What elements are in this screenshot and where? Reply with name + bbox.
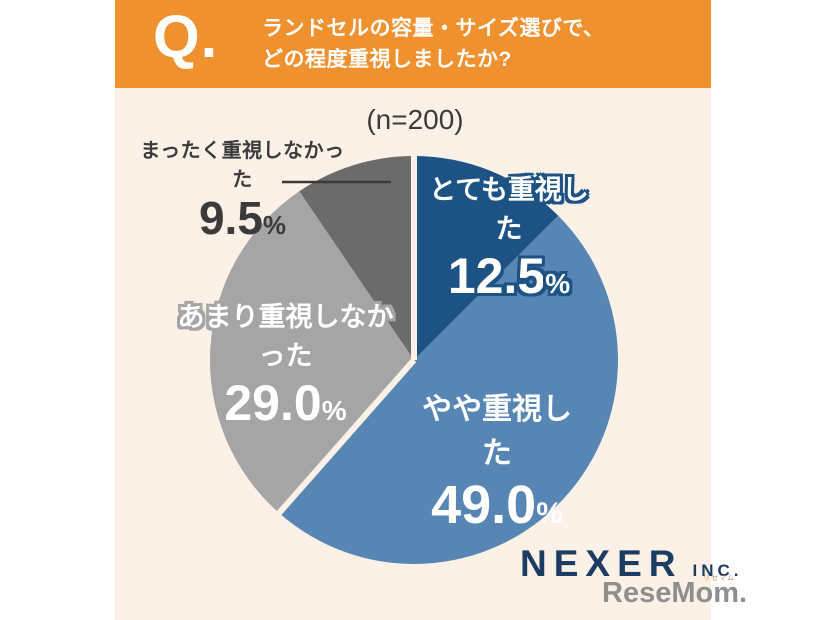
slice-label-yaya-value: 49.0% — [415, 478, 579, 532]
percent-sign: % — [545, 268, 571, 299]
percent-sign: % — [262, 210, 287, 240]
nexer-logo: NEXER INC. — [520, 543, 742, 585]
resemom-watermark: ReseMom. リセマム — [602, 575, 748, 610]
nexer-brand-text: NEXER — [520, 543, 683, 584]
slice-label-totemo: とても重視した 12.5% — [427, 168, 591, 301]
slice-value-digits: 29.0 — [224, 375, 322, 431]
pie-slice-separator — [275, 358, 417, 517]
slice-label-amari-value: 29.0% — [168, 378, 403, 428]
slice-value-digits: 12.5 — [447, 248, 546, 304]
pie-slice — [279, 215, 618, 564]
q-mark: Q. — [153, 3, 219, 70]
pie-slice — [299, 156, 414, 360]
slice-label-amari: あまり重視しなかった 29.0% — [168, 295, 403, 428]
sample-size-label: (n=200) — [366, 104, 464, 135]
question-text: ランドセルの容量・サイズ選びで、 どの程度重視しましたか? — [262, 13, 605, 75]
pie-chart — [210, 154, 618, 564]
nexer-inc-text: INC. — [692, 561, 743, 580]
percent-sign: % — [321, 395, 347, 426]
resemom-text: ReseMom. — [602, 577, 748, 609]
slice-label-mattaku-text: まったく重視しなかった — [140, 140, 345, 191]
pie-slice-separators — [275, 154, 417, 517]
slice-label-yaya-text: やや重視した — [422, 393, 572, 470]
slice-label-mattaku: まったく重視しなかった 9.5% — [140, 134, 345, 241]
pie-slices — [210, 156, 618, 564]
slice-label-totemo-text: とても重視した — [429, 175, 589, 244]
slice-label-amari-text: あまり重視しなかった — [177, 302, 394, 371]
pie-slice — [210, 191, 414, 514]
resemom-ruby-text: リセマム — [703, 575, 736, 582]
pie-slice — [414, 156, 559, 360]
content-panel: Q. ランドセルの容量・サイズ選びで、 どの程度重視しましたか? (n=200)… — [115, 0, 747, 620]
slice-label-mattaku-value: 9.5% — [140, 195, 345, 241]
percent-sign: % — [536, 497, 563, 530]
slice-value-digits: 9.5 — [198, 192, 263, 244]
question-line2: どの程度重視しましたか? — [262, 48, 512, 71]
question-header: Q. ランドセルの容量・サイズ選びで、 どの程度重視しましたか? — [115, 0, 711, 88]
slice-label-totemo-value: 12.5% — [427, 251, 591, 301]
question-line1: ランドセルの容量・サイズ選びで、 — [262, 17, 605, 40]
slice-label-yaya: やや重視した 49.0% — [415, 384, 579, 532]
slice-value-digits: 49.0 — [431, 475, 537, 535]
